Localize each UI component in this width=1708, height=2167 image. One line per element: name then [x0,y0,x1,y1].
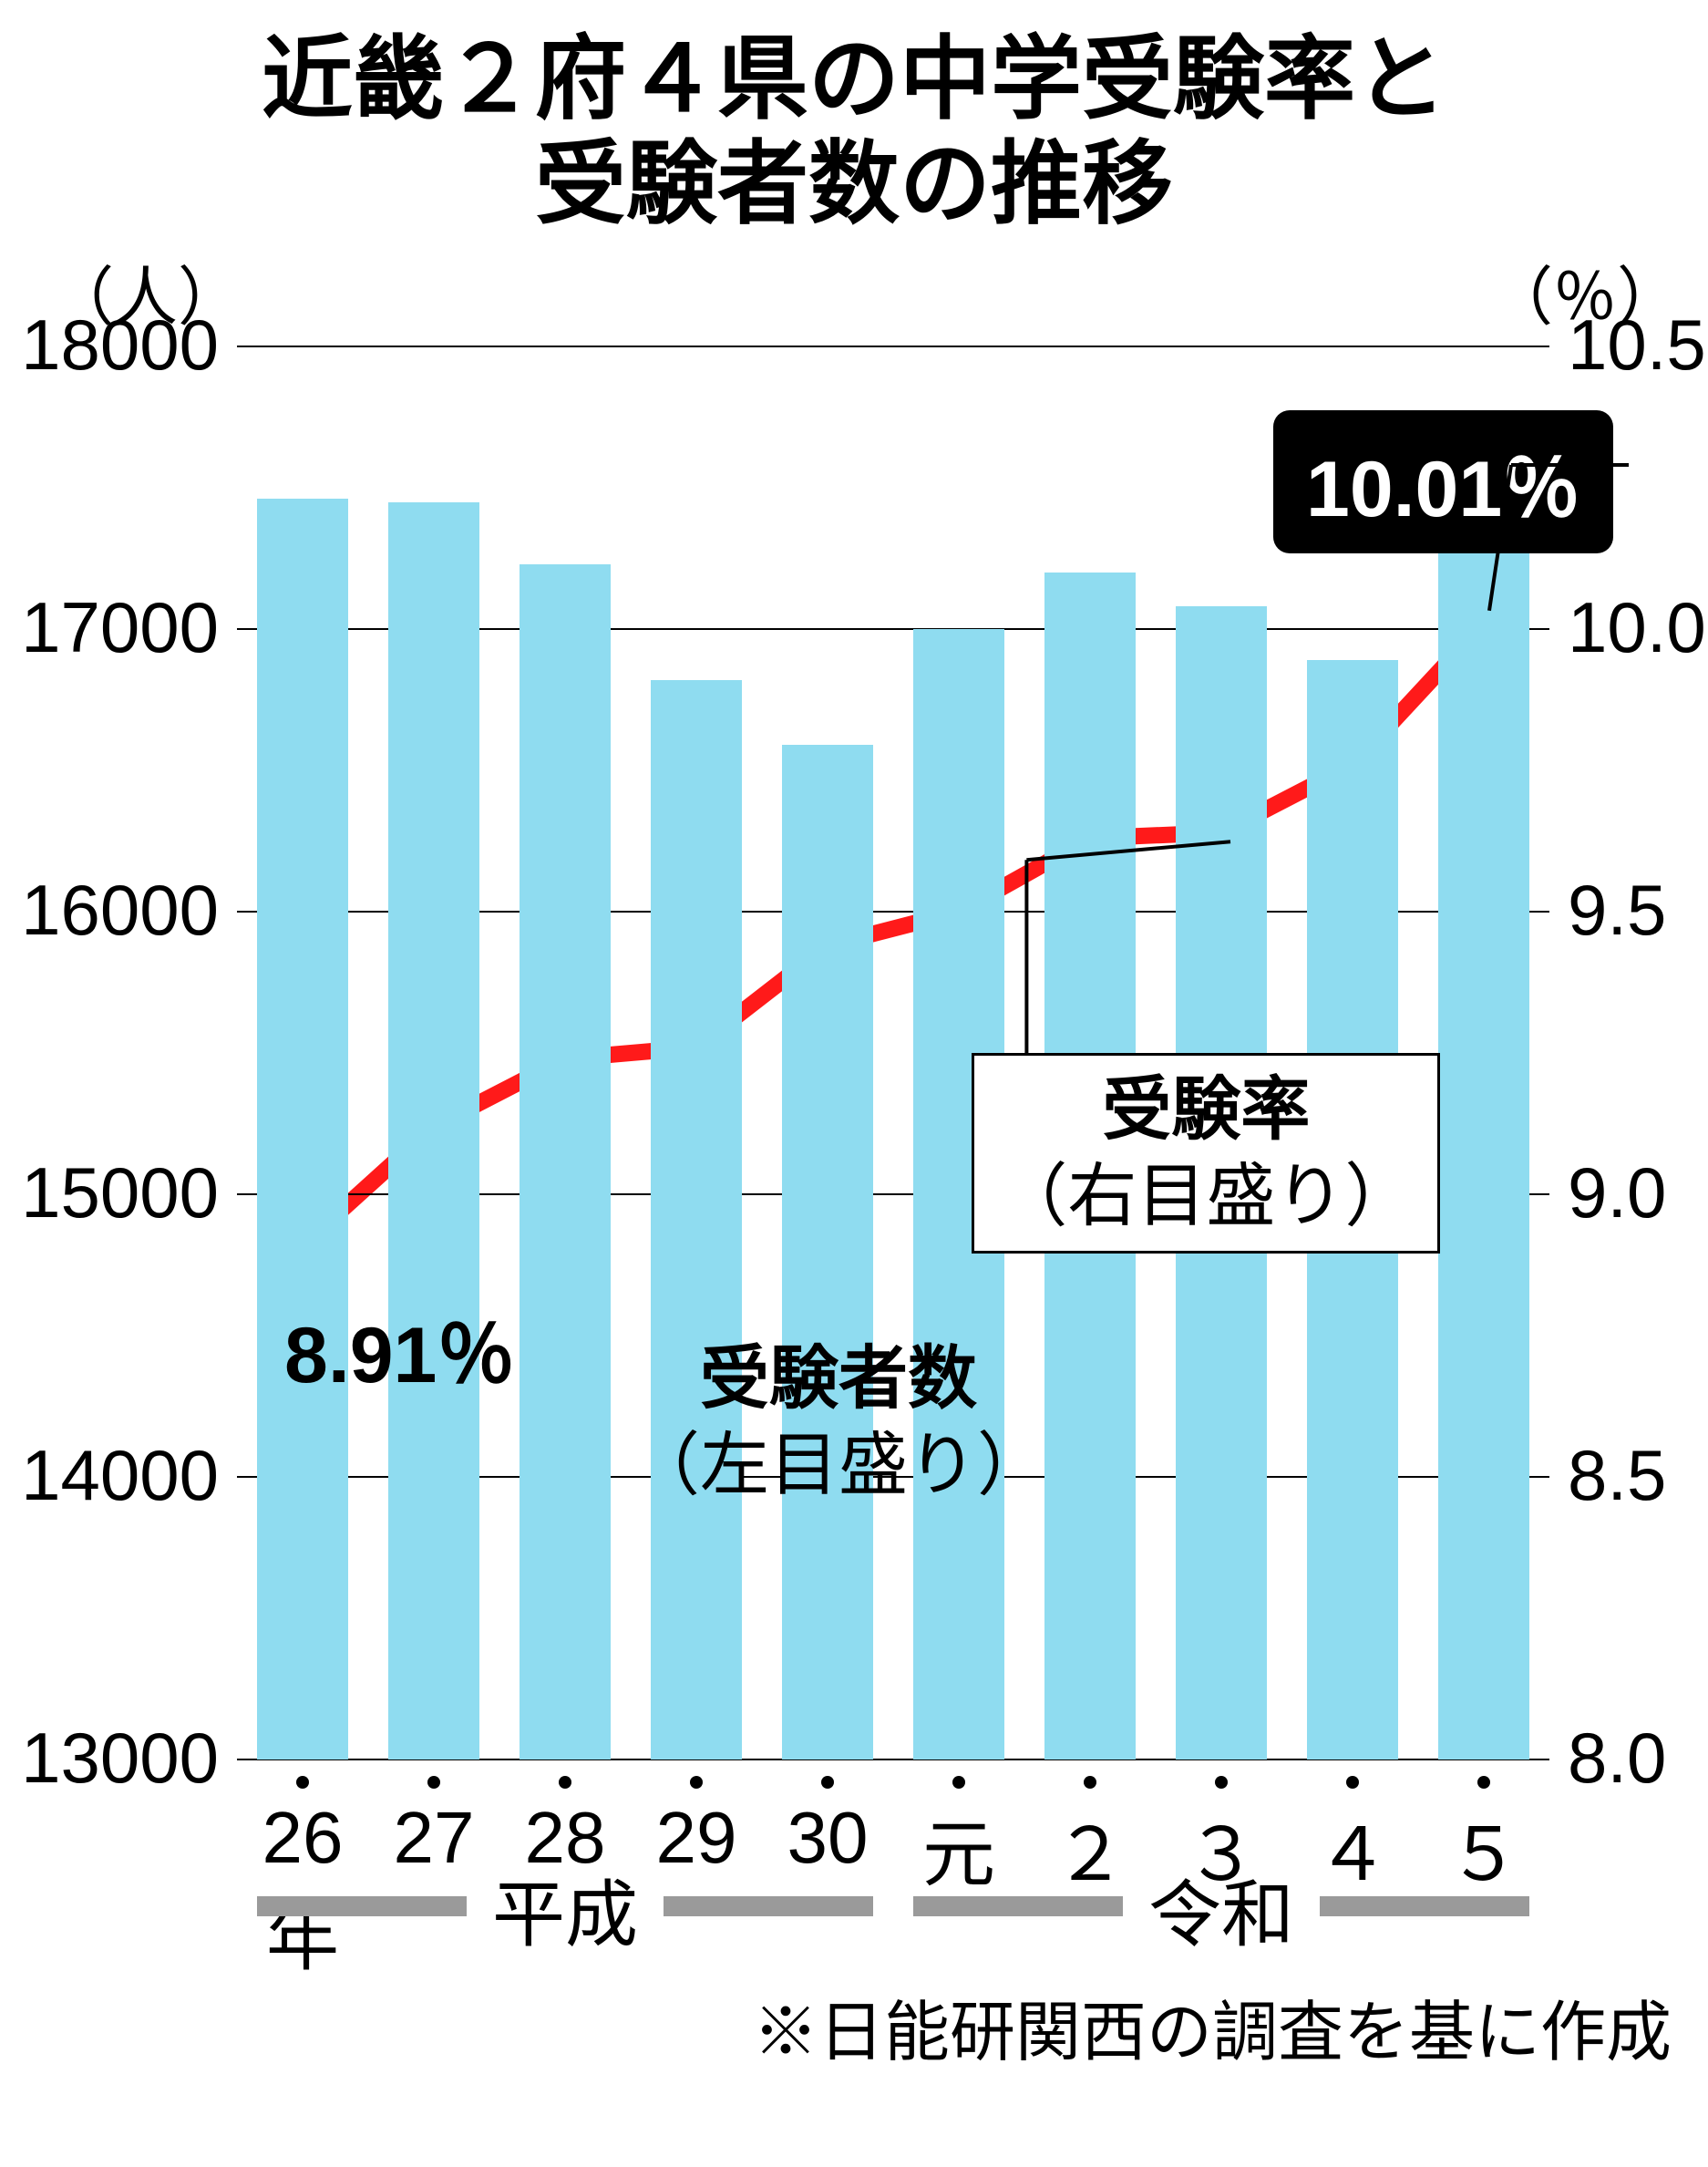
y-right-tick-label: 9.5 [1568,869,1666,952]
callout-first-value: 8.91％ [284,1291,515,1405]
callout-first-text: 8.91％ [284,1312,515,1399]
x-tick-dot [952,1776,965,1789]
y-left-tick-label: 15000 [0,1151,219,1234]
legend-count-title: 受験者数 [631,1336,1046,1422]
era-bar [1320,1896,1529,1916]
title-line-2: 受験者数の推移 [0,132,1708,237]
era-label: 令和 [1139,1856,1303,1962]
x-tick-dot [559,1776,571,1789]
era-bar [913,1896,1123,1916]
callout-last-value: 10.01％ [1273,410,1613,553]
y-right-tick-label: 10.5 [1568,304,1706,387]
bar [782,745,874,1759]
x-tick-dot [1346,1776,1359,1789]
gridline [237,346,1549,347]
x-tick-label: ５ [1418,1796,1549,1902]
y-left-tick-label: 18000 [0,304,219,387]
bar [1438,547,1530,1759]
y-right-tick-label: 8.0 [1568,1717,1666,1800]
x-tick-label: ４ [1287,1796,1418,1902]
x-tick-label: 26年 [237,1796,368,1986]
legend-count: 受験者数 （左目盛り） [631,1336,1046,1509]
y-left-tick-label: 17000 [0,586,219,669]
bar [388,502,480,1760]
x-tick-dot [427,1776,440,1789]
y-left-tick-label: 13000 [0,1717,219,1800]
y-left-tick-label: 16000 [0,869,219,952]
legend-rate-sub: （右目盛り） [998,1153,1414,1240]
legend-rate: 受験率 （右目盛り） [972,1053,1440,1254]
bar [257,499,349,1759]
y-right-tick-label: 10.0 [1568,586,1706,669]
era-label: 平成 [483,1856,647,1962]
x-tick-dot [821,1776,834,1789]
y-right-tick-label: 9.0 [1568,1151,1666,1234]
x-tick-dot [1477,1776,1490,1789]
y-left-tick-label: 14000 [0,1434,219,1517]
footnote: ※日能研関西の調査を基に作成 [753,1978,1672,2074]
era-bar [257,1896,467,1916]
x-tick-dot [296,1776,309,1789]
bar [520,564,612,1759]
bar [651,680,743,1759]
legend-rate-title: 受験率 [998,1067,1414,1153]
x-tick-label: 27 [368,1796,499,1880]
x-tick-dot [1084,1776,1096,1789]
chart-container: 近畿２府４県の中学受験率と 受験者数の推移 （人） （％） 1300014000… [0,0,1708,2167]
x-tick-label: 元 [893,1796,1024,1902]
x-tick-dot [1215,1776,1228,1789]
x-tick-label: 30 [762,1796,893,1880]
callout-last-text: 10.01％ [1306,446,1580,533]
x-tick-label: 29 [631,1796,762,1880]
era-bar [664,1896,873,1916]
x-tick-label: ２ [1024,1796,1156,1902]
y-right-tick-label: 8.5 [1568,1434,1666,1517]
title-line-1: 近畿２府４県の中学受験率と [0,27,1708,132]
x-tick-dot [690,1776,703,1789]
legend-count-sub: （左目盛り） [631,1422,1046,1509]
chart-title: 近畿２府４県の中学受験率と 受験者数の推移 [0,27,1708,237]
